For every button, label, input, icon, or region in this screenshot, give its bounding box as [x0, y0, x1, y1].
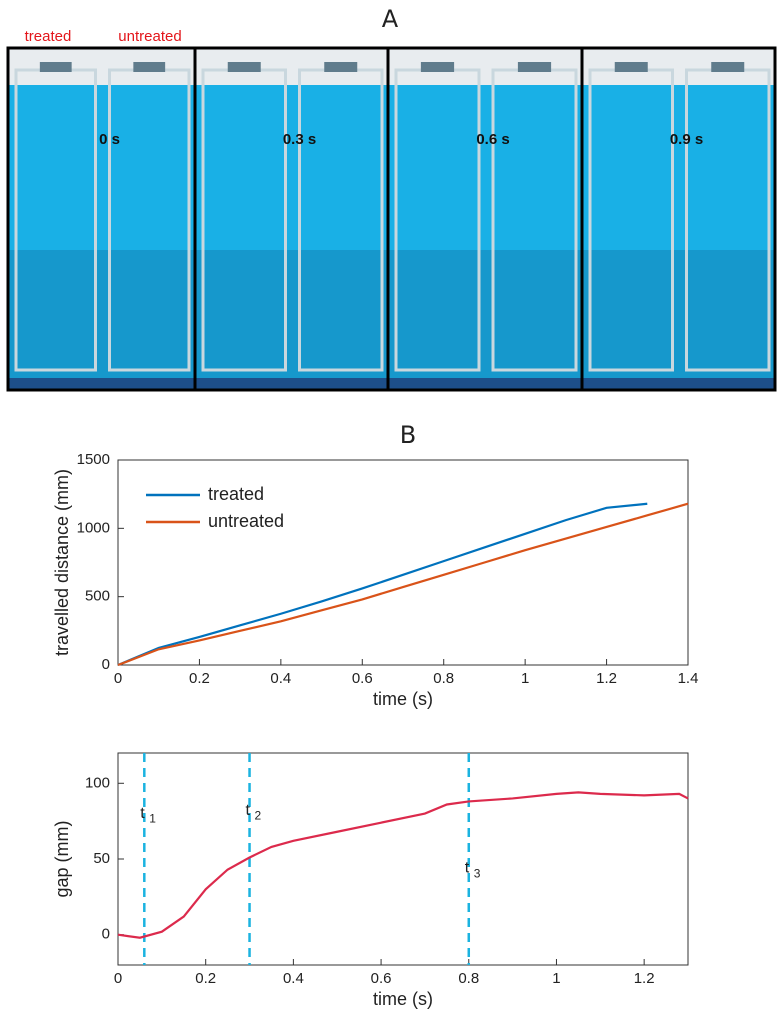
water-bottom: [8, 250, 195, 380]
plot-area: [117, 752, 689, 966]
y-tick-label: 1000: [77, 519, 110, 536]
sky: [582, 48, 775, 85]
x-tick-label: 0.8: [458, 970, 479, 987]
sky: [388, 48, 582, 85]
x-tick-label: 0.2: [195, 970, 216, 987]
tank-lid: [420, 62, 455, 72]
x-tick-label: 0.4: [283, 970, 304, 987]
y-tick-label: 0: [102, 926, 110, 943]
x-axis-label: time (s): [373, 989, 433, 1009]
data-line: [117, 791, 689, 939]
data-line: [117, 502, 689, 667]
tank-lid: [614, 62, 648, 72]
frame-time: 0.3 s: [283, 131, 316, 148]
panel-label: A: [382, 5, 399, 33]
marker-subscript: 2: [255, 809, 262, 823]
x-tick-label: 1: [552, 970, 560, 987]
y-axis-label: gap (mm): [52, 820, 72, 897]
plot-area: [117, 459, 689, 666]
x-tick-label: 1: [521, 670, 529, 687]
floor: [195, 378, 388, 390]
tank-lid: [324, 62, 358, 72]
y-tick-label: 500: [85, 588, 110, 605]
marker-label: t: [465, 859, 470, 876]
legend-label: treated: [208, 484, 264, 504]
x-tick-label: 0.4: [270, 670, 291, 687]
sky: [195, 48, 388, 85]
tank-lid: [227, 62, 261, 72]
treated-label: treated: [25, 28, 72, 45]
marker-subscript: 3: [474, 866, 481, 880]
x-tick-label: 1.2: [596, 670, 617, 687]
tank-lid: [711, 62, 745, 72]
y-tick-label: 100: [85, 774, 110, 791]
water-top: [582, 85, 775, 250]
x-tick-label: 1.4: [678, 670, 699, 687]
sky: [8, 48, 195, 85]
untreated-label: untreated: [118, 28, 181, 45]
photo-strip: 0 s 0.3 s 0.6 s 0.9 s: [6, 46, 777, 392]
x-tick-label: 0.6: [352, 670, 373, 687]
marker-label: t: [140, 805, 145, 822]
y-tick-label: 0: [102, 656, 110, 673]
x-tick-label: 0: [114, 970, 122, 987]
floor: [388, 378, 582, 390]
legend-label: untreated: [208, 511, 284, 531]
tank-lid: [133, 62, 166, 72]
chart-title: B: [400, 421, 416, 449]
x-tick-label: 1.2: [634, 970, 655, 987]
data-line: [117, 502, 648, 667]
water-bottom: [582, 250, 775, 380]
x-tick-label: 0.6: [371, 970, 392, 987]
x-axis-label: time (s): [373, 689, 433, 709]
x-tick-label: 0.2: [189, 670, 210, 687]
frame-time: 0.9 s: [670, 131, 703, 148]
tank-lid: [39, 62, 72, 72]
floor: [8, 378, 195, 390]
y-tick-label: 1500: [77, 451, 110, 468]
x-tick-label: 0: [114, 670, 122, 687]
y-tick-label: 50: [93, 850, 110, 867]
water-bottom: [388, 250, 582, 380]
y-axis-label: travelled distance (mm): [52, 469, 72, 656]
frame-time: 0 s: [99, 131, 120, 148]
water-top: [8, 85, 195, 250]
water-bottom: [195, 250, 388, 380]
frame-border: [580, 46, 777, 392]
tank-lid: [517, 62, 552, 72]
frame-time: 0.6 s: [476, 131, 509, 148]
marker-subscript: 1: [149, 812, 156, 826]
floor: [582, 378, 775, 390]
marker-label: t: [246, 802, 251, 819]
water-top: [195, 85, 388, 250]
x-tick-label: 0.8: [433, 670, 454, 687]
water-top: [388, 85, 582, 250]
